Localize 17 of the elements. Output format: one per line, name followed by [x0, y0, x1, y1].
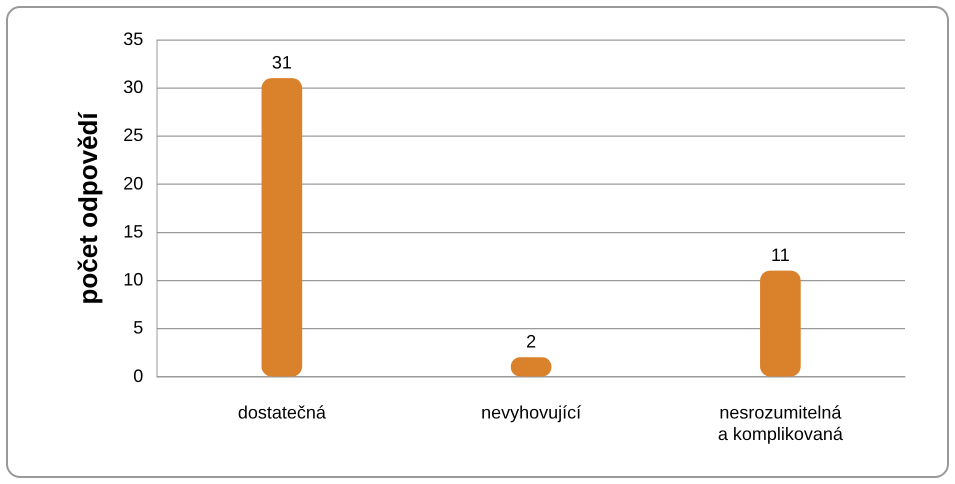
x-tick-label: dostatečná — [238, 402, 327, 423]
y-tick-label: 35 — [123, 28, 144, 49]
x-tick-label: nevyhovující — [481, 402, 582, 423]
data-label: 2 — [526, 332, 536, 352]
y-tick-label: 0 — [133, 366, 144, 386]
y-tick-label: 25 — [123, 125, 144, 146]
y-tick-label: 30 — [123, 77, 144, 98]
y-tick-label: 5 — [133, 318, 144, 338]
data-label: 31 — [272, 52, 292, 72]
y-tick-label: 20 — [123, 173, 144, 194]
y-tick-label: 15 — [123, 221, 144, 242]
y-axis-title: počet odpovědí — [72, 112, 103, 304]
bar — [262, 78, 302, 376]
data-label: 11 — [771, 244, 790, 265]
bar — [760, 270, 801, 376]
x-tick-label: nesrozumitelná a komplikovaná — [718, 402, 844, 444]
y-tick-label: 10 — [123, 270, 144, 290]
